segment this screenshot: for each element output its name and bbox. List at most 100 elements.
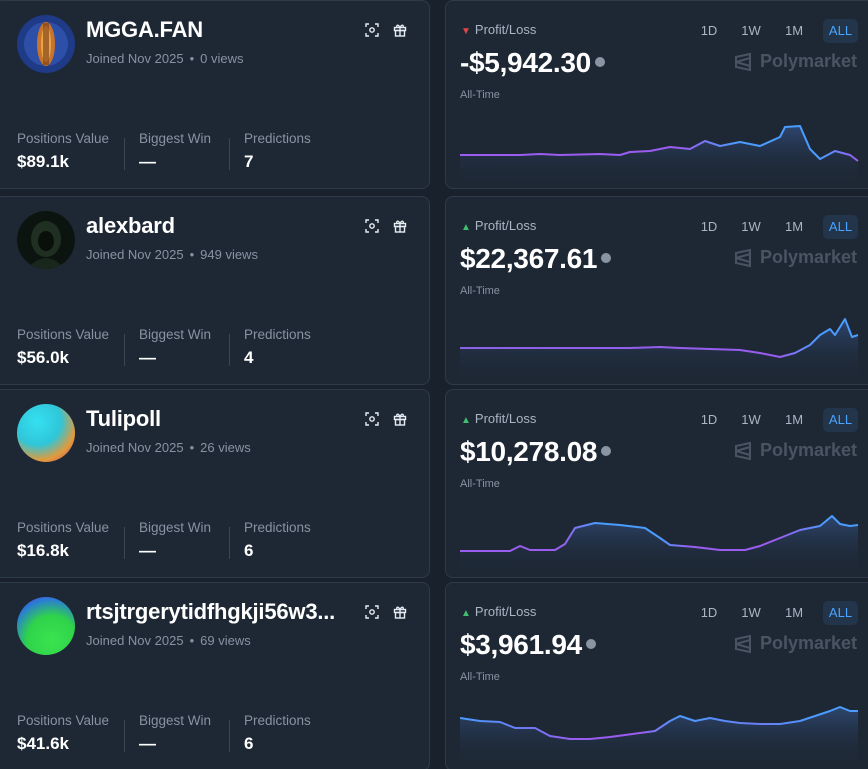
view-count: 69 views: [200, 633, 251, 648]
pnl-period: All-Time: [460, 285, 500, 297]
pnl-value: $10,278.08: [460, 436, 612, 468]
trader-row: alexbard Joined Nov 2025 • 949 views Posit…: [0, 196, 868, 385]
tab-1m[interactable]: 1M: [784, 23, 804, 38]
brand-name: Polymarket: [760, 51, 858, 71]
gift-icon[interactable]: [391, 603, 409, 621]
stat-label: Positions Value: [17, 131, 110, 146]
info-icon[interactable]: [601, 445, 612, 456]
gift-icon[interactable]: [391, 21, 409, 39]
tab-all[interactable]: ALL: [823, 601, 858, 625]
stat-label: Predictions: [244, 327, 311, 342]
polymarket-logo: Polymarket: [733, 633, 857, 654]
profile-meta: Joined Nov 2025 • 69 views: [86, 633, 251, 648]
stat-positions-value: Positions Value $16.8k: [17, 520, 109, 561]
stat-predictions: Predictions 4: [244, 327, 311, 368]
info-icon[interactable]: [594, 56, 605, 67]
polymarket-icon: [735, 441, 751, 460]
pnl-chart: [460, 318, 859, 380]
pnl-period: All-Time: [460, 671, 500, 683]
scan-icon[interactable]: [363, 21, 381, 39]
stat-biggest-win: Biggest Win —: [139, 520, 211, 561]
pnl-period: All-Time: [460, 89, 500, 101]
profile-card[interactable]: Tulipoll Joined Nov 2025 • 26 views Positi…: [0, 389, 430, 578]
avatar: [17, 597, 75, 655]
pnl-label-text: Profit/Loss: [474, 22, 537, 37]
pnl-amount: -$5,942.30: [460, 47, 591, 78]
tab-1w[interactable]: 1W: [741, 23, 761, 38]
pnl-label: ▼ Profit/Loss: [461, 22, 536, 37]
username[interactable]: MGGA.FAN: [86, 17, 203, 42]
stat-label: Positions Value: [17, 327, 110, 342]
tab-1m[interactable]: 1M: [784, 219, 804, 234]
stat-value: $56.0k: [17, 348, 69, 367]
pnl-label: ▲ Profit/Loss: [461, 218, 536, 233]
scan-icon[interactable]: [363, 217, 381, 235]
stat-biggest-win: Biggest Win —: [139, 327, 211, 368]
trader-row: rtsjtrgerytidfhgkji56w3... Joined Nov 20…: [0, 582, 868, 769]
trader-row: Tulipoll Joined Nov 2025 • 26 views Positi…: [0, 389, 868, 578]
meta-separator: •: [189, 51, 195, 66]
pnl-chart: [460, 706, 858, 766]
info-icon[interactable]: [601, 252, 612, 263]
pnl-card: ▲ Profit/Loss $10,278.08 All-Time 1D 1W 1…: [445, 389, 868, 578]
trend-up-icon: ▲: [461, 608, 471, 619]
polymarket-logo: Polymarket: [733, 440, 857, 461]
gift-icon[interactable]: [391, 217, 409, 235]
stat-label: Positions Value: [17, 713, 110, 728]
stat-value: 6: [244, 541, 254, 560]
pnl-card: ▼ Profit/Loss -$5,942.30 All-Time 1D 1W 1…: [445, 0, 868, 189]
tab-all[interactable]: ALL: [823, 408, 858, 432]
pnl-label-text: Profit/Loss: [474, 604, 537, 619]
tab-1d[interactable]: 1D: [700, 412, 718, 427]
pnl-chart: [460, 125, 859, 184]
joined-date: Joined Nov 2025: [86, 633, 184, 648]
profile-meta: Joined Nov 2025 • 949 views: [86, 247, 258, 262]
pnl-chart: [460, 515, 859, 573]
pnl-card: ▲ Profit/Loss $22,367.61 All-Time 1D 1W 1…: [445, 196, 868, 385]
brand-name: Polymarket: [760, 633, 858, 653]
username[interactable]: Tulipoll: [86, 406, 161, 431]
brand-name: Polymarket: [760, 247, 858, 267]
stat-label: Predictions: [244, 131, 311, 146]
profile-meta: Joined Nov 2025 • 0 views: [86, 51, 244, 66]
joined-date: Joined Nov 2025: [86, 51, 184, 66]
info-icon[interactable]: [585, 638, 596, 649]
tab-all[interactable]: ALL: [823, 19, 858, 43]
tab-1m[interactable]: 1M: [784, 412, 804, 427]
tab-1d[interactable]: 1D: [700, 23, 718, 38]
tab-all[interactable]: ALL: [823, 215, 858, 239]
scan-icon[interactable]: [363, 603, 381, 621]
tab-1w[interactable]: 1W: [741, 605, 761, 620]
stat-biggest-win: Biggest Win —: [139, 131, 211, 172]
trend-up-icon: ▲: [461, 222, 471, 233]
gift-icon[interactable]: [391, 410, 409, 428]
stat-label: Biggest Win: [139, 327, 212, 342]
tab-1d[interactable]: 1D: [700, 219, 718, 234]
stat-value: 4: [244, 348, 254, 367]
stat-positions-value: Positions Value $89.1k: [17, 131, 109, 172]
stat-value: $41.6k: [17, 734, 69, 753]
pnl-label-text: Profit/Loss: [474, 218, 537, 233]
username[interactable]: rtsjtrgerytidfhgkji56w3...: [86, 599, 336, 624]
view-count: 949 views: [200, 247, 258, 262]
profile-card[interactable]: alexbard Joined Nov 2025 • 949 views Posit…: [0, 196, 430, 385]
tab-1m[interactable]: 1M: [784, 605, 804, 620]
stat-value: —: [139, 152, 156, 171]
profile-card[interactable]: rtsjtrgerytidfhgkji56w3... Joined Nov 20…: [0, 582, 430, 769]
stat-divider: [229, 138, 230, 170]
pnl-value: -$5,942.30: [460, 47, 605, 79]
pnl-label-text: Profit/Loss: [474, 411, 537, 426]
scan-icon[interactable]: [363, 410, 381, 428]
joined-date: Joined Nov 2025: [86, 440, 184, 455]
tab-1d[interactable]: 1D: [700, 605, 718, 620]
stat-label: Biggest Win: [139, 131, 212, 146]
username[interactable]: alexbard: [86, 213, 175, 238]
joined-date: Joined Nov 2025: [86, 247, 184, 262]
meta-separator: •: [189, 633, 195, 648]
stat-value: —: [139, 348, 156, 367]
stat-value: 7: [244, 152, 254, 171]
tab-1w[interactable]: 1W: [741, 412, 761, 427]
tab-1w[interactable]: 1W: [741, 219, 761, 234]
profile-card[interactable]: MGGA.FAN Joined Nov 2025 • 0 views Positio…: [0, 0, 430, 189]
